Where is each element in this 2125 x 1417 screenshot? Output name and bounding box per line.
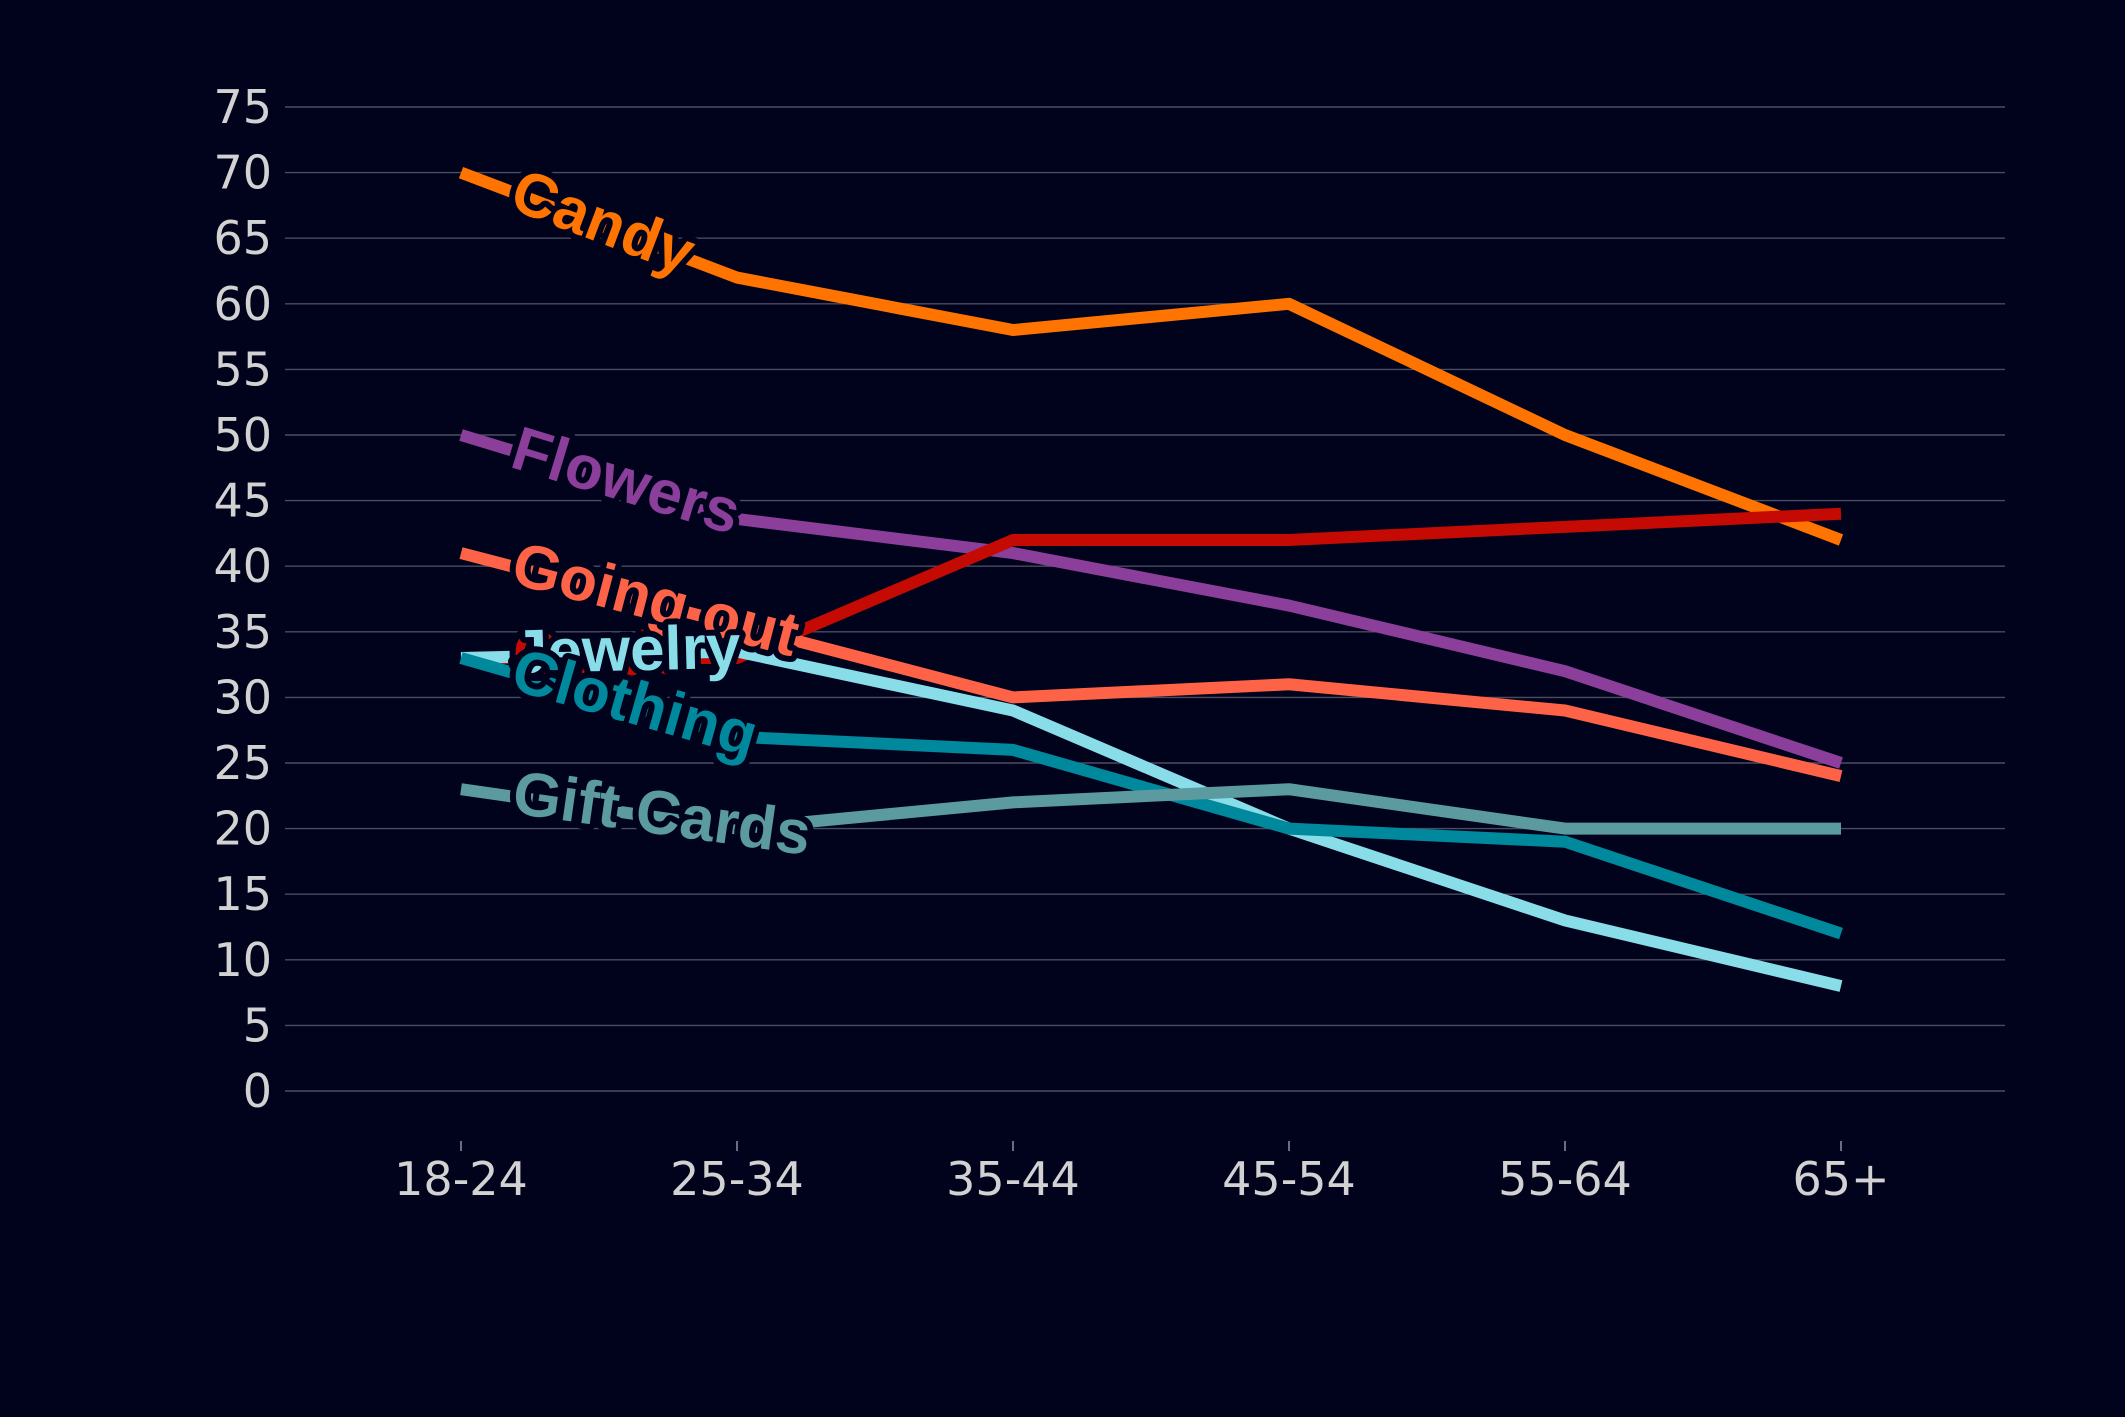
x-tick-label-35-44: 35-44	[946, 1152, 1080, 1206]
series-line-gift-cards	[460, 783, 1841, 835]
x-tick-label-55-64: 55-64	[1498, 1152, 1632, 1206]
series-line-candy	[458, 166, 1844, 546]
x-tick-label-25-34: 25-34	[670, 1152, 804, 1206]
y-tick-label-75: 75	[213, 80, 272, 134]
y-tick-label-45: 45	[213, 474, 272, 528]
y-tick-label-55: 55	[213, 342, 272, 396]
series-line-flowers	[459, 429, 1843, 769]
y-tick-label-5: 5	[243, 998, 272, 1052]
y-tick-label-70: 70	[213, 146, 272, 200]
y-tick-label-35: 35	[213, 605, 272, 659]
y-tick-label-0: 0	[243, 1064, 272, 1118]
y-tick-label-15: 15	[213, 867, 272, 921]
x-tick-label-45-54: 45-54	[1222, 1152, 1356, 1206]
series-label-gift-cards: Gift Cards	[509, 758, 815, 869]
x-axis-tick-labels: 18-24 25-34 35-44 45-54 55-64 65+	[394, 1141, 1890, 1206]
y-tick-label-60: 60	[213, 277, 272, 331]
y-tick-label-10: 10	[213, 933, 272, 987]
y-tick-label-65: 65	[213, 211, 272, 265]
series-label-cards: Cards	[513, 619, 689, 688]
series-label-flowers: Flowers	[504, 414, 748, 548]
y-axis-tick-labels: 0 5 10 15 20 25 30 35 40 45 50 55 60 65 70 75	[213, 80, 272, 1118]
series-line-going-out	[459, 547, 1843, 782]
y-tick-label-50: 50	[213, 408, 272, 462]
x-tick-label-65+: 65+	[1792, 1152, 1889, 1206]
series-line-jewelry	[460, 645, 1843, 992]
y-tick-label-30: 30	[213, 670, 272, 724]
series-label-jewelry: Jewelry	[512, 613, 742, 687]
y-tick-label-25: 25	[213, 736, 272, 790]
x-tick-label-18-24: 18-24	[394, 1152, 528, 1206]
y-tick-label-40: 40	[213, 539, 272, 593]
y-tick-label-20: 20	[213, 802, 272, 856]
series-lines	[458, 166, 1844, 992]
series-label-candy: Candy	[502, 156, 704, 288]
series-line-clothing	[459, 652, 1843, 940]
